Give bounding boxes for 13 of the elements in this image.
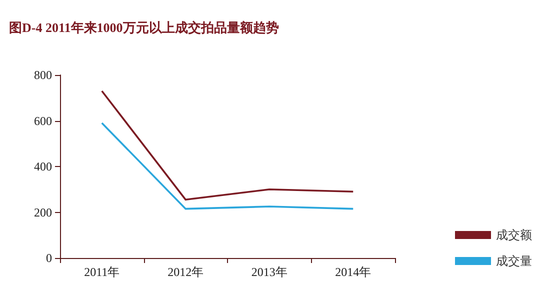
x-tick-label: 2014年 bbox=[335, 265, 372, 279]
x-tick-label: 2013年 bbox=[251, 265, 288, 279]
legend-label: 成交量 bbox=[496, 254, 532, 268]
line-series bbox=[100, 90, 354, 201]
legend-label: 成交额 bbox=[496, 228, 532, 242]
x-tick-label: 2012年 bbox=[168, 265, 204, 279]
y-tick-label: 200 bbox=[34, 205, 52, 220]
y-tick-label: 800 bbox=[34, 68, 52, 82]
y-tick-label: 600 bbox=[34, 114, 52, 128]
y-tick-label: 400 bbox=[34, 160, 52, 174]
x-tick-label: 2011年 bbox=[84, 265, 120, 279]
y-tick-label: 0 bbox=[46, 251, 52, 265]
chart-title: 图D-4 2011年来1000万元以上成交拍品量额趋势 bbox=[9, 20, 279, 35]
